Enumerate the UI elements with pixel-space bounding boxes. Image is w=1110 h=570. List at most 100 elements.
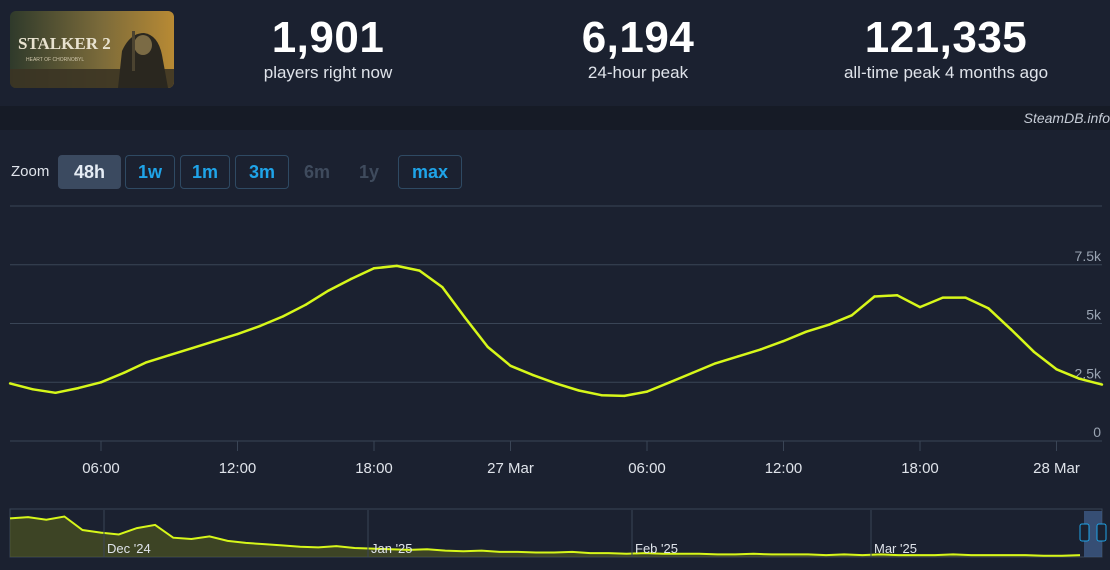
data-point[interactable] bbox=[145, 361, 148, 364]
data-point[interactable] bbox=[964, 296, 967, 299]
x-tick-label: 06:00 bbox=[82, 460, 120, 477]
x-tick-label: 18:00 bbox=[901, 460, 939, 477]
data-point[interactable] bbox=[532, 374, 535, 377]
zoom-button-1m[interactable]: 1m bbox=[180, 155, 230, 189]
stalker-figure bbox=[118, 33, 168, 88]
all-time-peak-label[interactable]: all-time peak 4 months ago bbox=[843, 63, 1049, 82]
x-tick-label: 27 Mar bbox=[487, 460, 534, 477]
data-point[interactable] bbox=[350, 277, 353, 281]
data-point[interactable] bbox=[259, 324, 262, 328]
data-point[interactable] bbox=[418, 269, 421, 272]
data-point[interactable] bbox=[782, 339, 785, 343]
data-point[interactable] bbox=[805, 330, 808, 333]
data-point[interactable] bbox=[668, 381, 671, 384]
data-point[interactable] bbox=[1100, 383, 1104, 386]
data-point[interactable] bbox=[1055, 368, 1058, 371]
data-point[interactable] bbox=[395, 264, 398, 268]
current-players-label: players right now bbox=[263, 63, 393, 82]
data-point[interactable] bbox=[190, 346, 194, 350]
x-tick-label: 12:00 bbox=[219, 460, 257, 477]
data-point[interactable] bbox=[8, 382, 12, 385]
data-point[interactable] bbox=[236, 332, 239, 336]
y-tick-label: 7.5k bbox=[1075, 248, 1102, 264]
navigator-line bbox=[9, 515, 1081, 557]
navigator-month-label: Feb '25 bbox=[635, 541, 678, 556]
zoom-button-1w[interactable]: 1w bbox=[125, 155, 175, 189]
x-axis-ticks: 06:00 12:00 18:00 27 Mar 06:00 12:00 18:00 28 M… bbox=[82, 441, 1080, 477]
zoom-button-max[interactable]: max bbox=[398, 155, 462, 189]
data-point[interactable] bbox=[1009, 328, 1013, 331]
navigator-month-label: Mar '25 bbox=[874, 541, 917, 556]
all-time-peak-value: 121,335 bbox=[864, 13, 1028, 62]
steamdb-credit[interactable]: SteamDB.info bbox=[1023, 110, 1110, 126]
game-capsule-art: STALKER 2 HEART OF CHORNOBYL bbox=[10, 11, 174, 88]
data-point[interactable] bbox=[509, 364, 512, 367]
range-navigator[interactable]: Dec '24 Jan '25 Feb '25 Mar '25 bbox=[9, 508, 1107, 558]
x-tick-label: 12:00 bbox=[765, 460, 803, 477]
chart-top-band bbox=[0, 106, 1110, 130]
data-point[interactable] bbox=[99, 381, 103, 384]
data-point[interactable] bbox=[736, 355, 740, 358]
data-point[interactable] bbox=[441, 285, 444, 289]
navigator-left-handle[interactable] bbox=[1079, 523, 1090, 542]
players-series-points bbox=[8, 264, 1104, 398]
data-point[interactable] bbox=[645, 390, 649, 393]
data-point[interactable] bbox=[918, 305, 922, 309]
data-point[interactable] bbox=[77, 386, 80, 390]
data-point[interactable] bbox=[623, 394, 626, 398]
x-tick-label: 18:00 bbox=[355, 460, 393, 477]
data-point[interactable] bbox=[486, 345, 489, 349]
zoom-button-6m: 6m bbox=[303, 161, 330, 182]
zoom-button-3m[interactable]: 3m bbox=[235, 155, 289, 189]
navigator-month-label: Dec '24 bbox=[107, 541, 151, 556]
players-series-line bbox=[9, 264, 1103, 398]
data-point[interactable] bbox=[941, 296, 944, 299]
zoom-button-48h[interactable]: 48h bbox=[58, 155, 121, 189]
data-point[interactable] bbox=[168, 354, 171, 357]
y-axis-ticks: 0 2.5k 5k 7.5k bbox=[1075, 248, 1102, 440]
data-point[interactable] bbox=[554, 382, 558, 385]
current-players-value: 1,901 bbox=[271, 13, 385, 62]
data-point[interactable] bbox=[31, 388, 34, 391]
data-point[interactable] bbox=[122, 371, 125, 375]
daily-peak-value: 6,194 bbox=[581, 13, 695, 62]
data-point[interactable] bbox=[1078, 377, 1081, 380]
navigator-selection[interactable] bbox=[1084, 511, 1102, 557]
game-logo-text: STALKER 2 bbox=[18, 34, 111, 53]
game-capsule-image[interactable]: STALKER 2 HEART OF CHORNOBYL bbox=[10, 11, 174, 88]
data-point[interactable] bbox=[987, 307, 990, 310]
game-logo-subtitle: HEART OF CHORNOBYL bbox=[26, 57, 84, 63]
y-tick-label: 2.5k bbox=[1075, 365, 1102, 381]
data-point[interactable] bbox=[213, 339, 216, 343]
stats-header: STALKER 2 HEART OF CHORNOBYL 1,901 playe… bbox=[0, 0, 1110, 106]
data-point[interactable] bbox=[372, 267, 376, 270]
all-time-peak-stat: 121,335 all-time peak 4 months ago bbox=[820, 14, 1072, 84]
navigator-right-handle[interactable] bbox=[1096, 523, 1107, 542]
data-point[interactable] bbox=[873, 295, 876, 298]
daily-peak-stat: 6,194 24-hour peak bbox=[540, 14, 736, 84]
current-players-stat: 1,901 players right now bbox=[230, 14, 426, 84]
data-point[interactable] bbox=[327, 289, 330, 292]
data-point[interactable] bbox=[714, 362, 717, 365]
zoom-button-1y: 1y bbox=[358, 161, 380, 182]
data-point[interactable] bbox=[577, 389, 580, 392]
data-point[interactable] bbox=[304, 303, 307, 306]
data-point[interactable] bbox=[281, 315, 285, 318]
data-point[interactable] bbox=[827, 323, 831, 326]
data-point[interactable] bbox=[691, 371, 694, 375]
y-tick-label: 5k bbox=[1086, 307, 1102, 323]
x-tick-label: 28 Mar bbox=[1033, 460, 1080, 477]
data-point[interactable] bbox=[1032, 350, 1035, 353]
data-point[interactable] bbox=[896, 294, 899, 297]
data-point[interactable] bbox=[463, 316, 467, 319]
navigator-month-label: Jan '25 bbox=[371, 541, 413, 556]
daily-peak-label: 24-hour peak bbox=[587, 63, 689, 82]
zoom-label: Zoom bbox=[11, 163, 50, 180]
data-point[interactable] bbox=[759, 348, 762, 351]
navigator-labels: Dec '24 Jan '25 Feb '25 Mar '25 bbox=[103, 510, 917, 557]
data-point[interactable] bbox=[850, 314, 853, 317]
navigator-area bbox=[10, 516, 1080, 557]
data-point[interactable] bbox=[54, 391, 57, 395]
data-point[interactable] bbox=[600, 393, 603, 397]
